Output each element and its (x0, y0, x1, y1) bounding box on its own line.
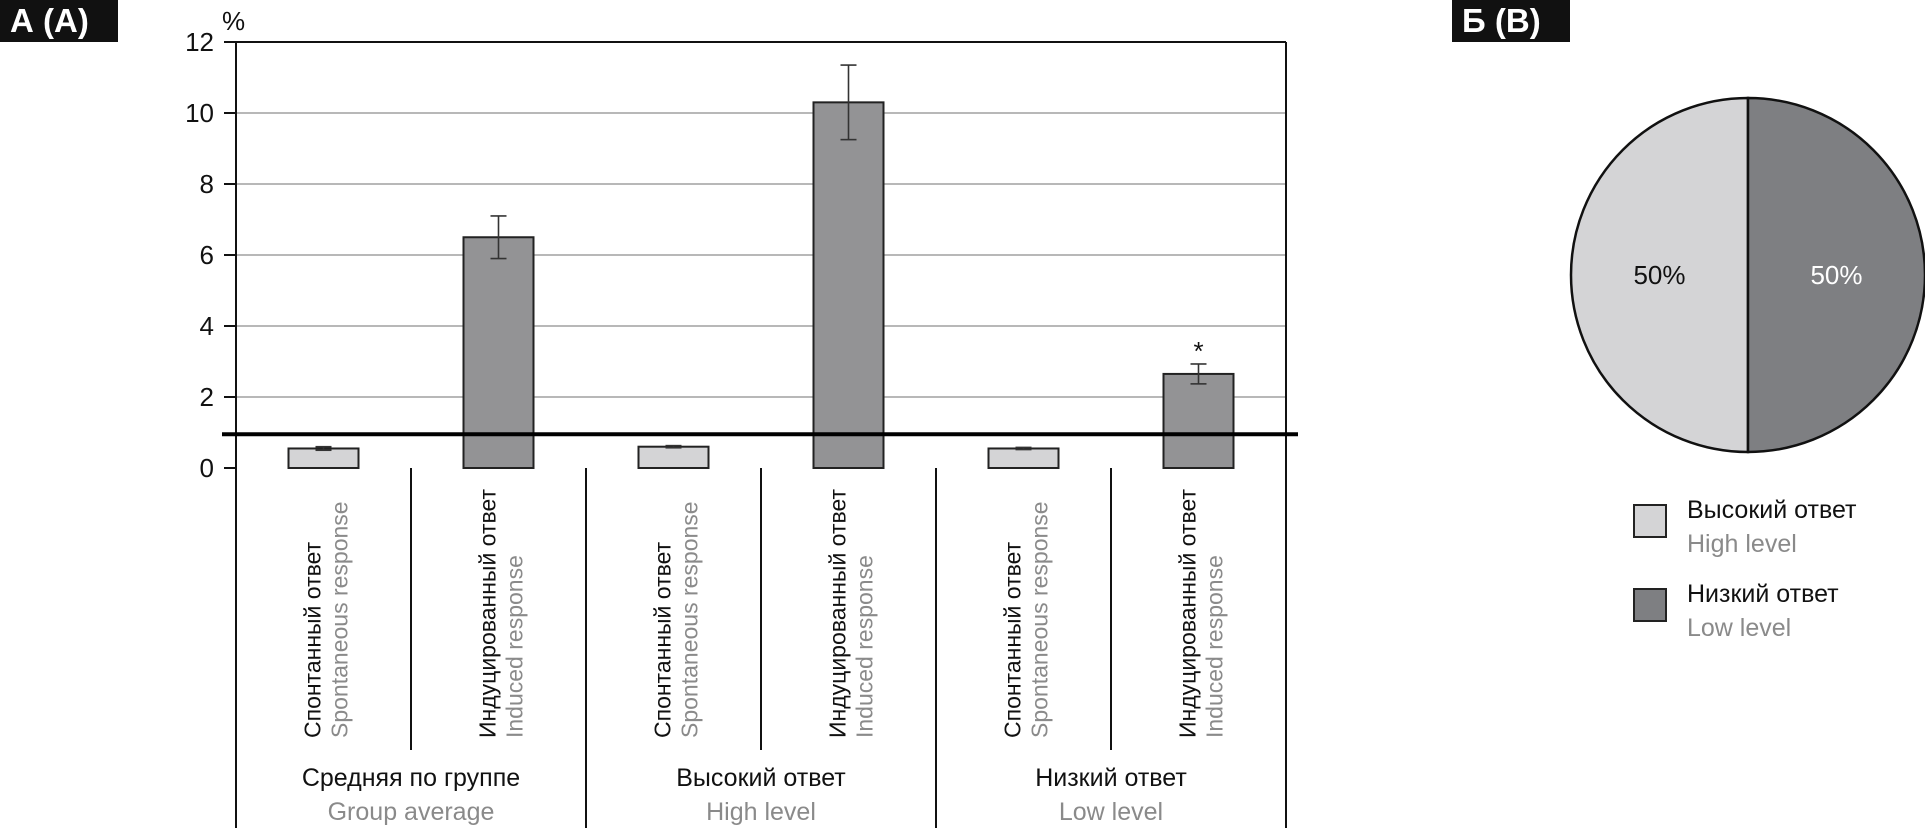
legend-label-ru: Низкий ответ (1687, 580, 1839, 608)
group-label-en: Low level (1059, 798, 1163, 826)
panel-a-label: А (A) (0, 0, 118, 42)
significance-marker: * (1193, 336, 1203, 366)
bar-label-ru: Индуцированный ответ (1175, 489, 1201, 738)
bar-label-ru: Спонтанный ответ (1000, 541, 1026, 738)
bar (287, 447, 360, 470)
group-label-en: Group average (328, 798, 495, 826)
bar-label-ru: Спонтанный ответ (650, 541, 676, 738)
pie-chart: 50% 50% (1569, 96, 1925, 454)
bar-label-en: Induced response (852, 555, 878, 738)
y-tick-label: 10 (185, 98, 214, 128)
bar-label-ru: Индуцированный ответ (475, 489, 501, 738)
bar (637, 445, 710, 470)
bar-label-en: Spontaneous response (327, 501, 353, 738)
group-label-en: High level (706, 798, 816, 826)
legend-swatch-low (1633, 588, 1667, 622)
bar-label-en: Induced response (1202, 555, 1228, 738)
legend-label-en: High level (1687, 530, 1797, 558)
bar-label-en: Spontaneous response (1027, 501, 1053, 738)
group-label-ru: Средняя по группе (302, 764, 520, 792)
pie-slice-label: 50% (1633, 260, 1685, 290)
bar (812, 101, 885, 469)
bar (987, 447, 1060, 470)
y-tick-label: 12 (185, 27, 214, 57)
group-label-ru: Высокий ответ (676, 764, 846, 792)
pie-slice (1569, 96, 1750, 454)
bar-label-ru: Спонтанный ответ (300, 541, 326, 738)
group-label-ru: Низкий ответ (1035, 764, 1187, 792)
y-tick-label: 2 (200, 382, 214, 412)
legend-swatch-high (1633, 504, 1667, 538)
legend-label-ru: Высокий ответ (1687, 496, 1857, 524)
bar-label-ru: Индуцированный ответ (825, 489, 851, 738)
y-tick-label: 6 (200, 240, 214, 270)
panel-b-label: Б (B) (1452, 0, 1570, 42)
y-tick-label: 8 (200, 169, 214, 199)
bar (1162, 372, 1235, 469)
pie-slice-label: 50% (1810, 260, 1862, 290)
y-unit-label: % (222, 6, 245, 36)
legend-label-en: Low level (1687, 614, 1792, 642)
bar-label-en: Induced response (502, 555, 528, 738)
y-tick-label: 0 (200, 453, 214, 483)
bar-label-en: Spontaneous response (677, 501, 703, 738)
y-tick-label: 4 (200, 311, 214, 341)
